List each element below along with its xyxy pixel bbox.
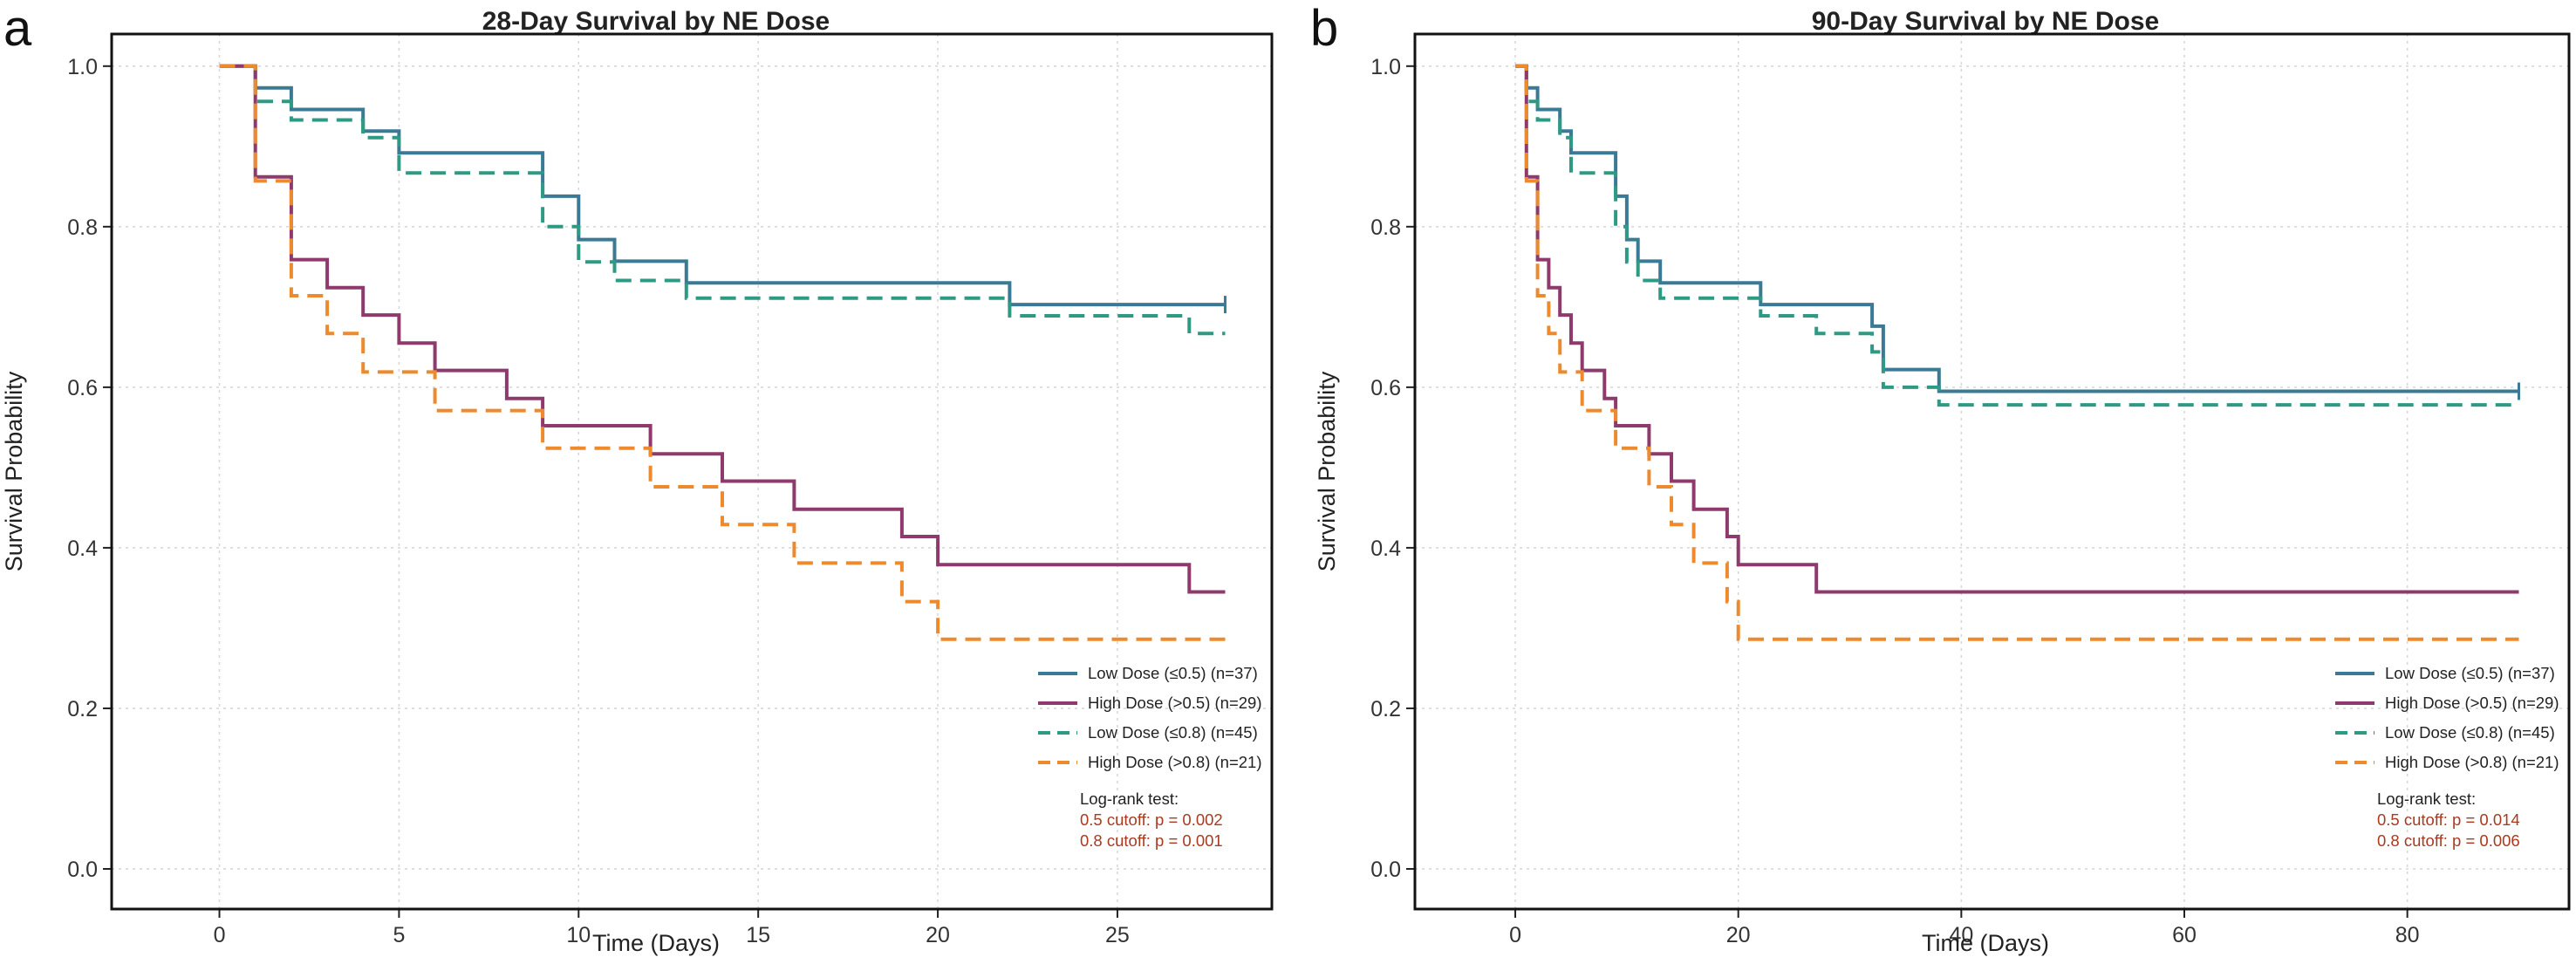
- panel-letter: a: [3, 0, 32, 57]
- x-axis-label: Time (Days): [592, 930, 720, 956]
- survival-curve-series-2: [1515, 64, 2519, 594]
- legend-label: High Dose (>0.5) (n=29): [1088, 694, 1262, 712]
- chart-title: 90-Day Survival by NE Dose: [1812, 7, 2160, 36]
- logrank-p-value: 0.5 cutoff: p = 0.014: [2377, 810, 2520, 829]
- x-axis-label: Time (Days): [1922, 930, 2049, 956]
- survival-curve-series-4: [1515, 64, 2519, 641]
- plot-frame: [1413, 32, 2571, 911]
- y-tick-label: 0.0: [1370, 858, 1401, 882]
- panel-letter: b: [1310, 0, 1338, 57]
- chart-panel-b: b 90-Day Survival by NE Dose 0 20 40 60 80 0.0 0…: [1310, 0, 2571, 956]
- survival-curve-series-3: [1515, 64, 2519, 407]
- legend-label: Low Dose (≤0.8) (n=45): [1088, 723, 1258, 742]
- logrank-p-value: 0.8 cutoff: p = 0.001: [1080, 831, 1223, 850]
- x-tick-label: 0: [1509, 923, 1521, 947]
- y-axis-label: Survival Probability: [1, 371, 27, 571]
- legend-label: High Dose (>0.8) (n=21): [2385, 753, 2559, 771]
- logrank-title: Log-rank test:: [1080, 790, 1179, 808]
- y-tick-label: 1.0: [67, 55, 98, 79]
- survival-curve-series-4: [219, 64, 1226, 641]
- y-tick-label: 0.8: [67, 215, 98, 240]
- x-tick-label: 60: [2172, 923, 2197, 947]
- y-axis-label: Survival Probability: [1314, 371, 1340, 571]
- survival-curve-series-3: [219, 64, 1226, 336]
- legend-label: Low Dose (≤0.5) (n=37): [2385, 664, 2555, 682]
- x-tick-label: 20: [1726, 923, 1751, 947]
- y-tick-label: 0.0: [67, 858, 98, 882]
- x-tick-label: 25: [1105, 923, 1130, 947]
- logrank-p-value: 0.5 cutoff: p = 0.002: [1080, 810, 1223, 829]
- x-tick-label: 5: [393, 923, 405, 947]
- legend-label: Low Dose (≤0.5) (n=37): [1088, 664, 1258, 682]
- survival-curve-series-2: [219, 64, 1226, 594]
- y-tick-label: 0.6: [1370, 376, 1401, 400]
- y-tick-label: 1.0: [1370, 55, 1401, 79]
- x-tick-label: 0: [214, 923, 226, 947]
- y-tick-label: 0.4: [67, 537, 98, 561]
- chart-panel-a: a 28-Day Survival by NE Dose 0 5 10 15 20 25 0.0…: [1, 0, 1274, 956]
- x-tick-label: 80: [2395, 923, 2420, 947]
- legend-label: High Dose (>0.5) (n=29): [2385, 694, 2559, 712]
- legend-label: Low Dose (≤0.8) (n=45): [2385, 723, 2555, 742]
- y-tick-label: 0.2: [67, 697, 98, 721]
- x-tick-label: 10: [566, 923, 591, 947]
- legend-label: High Dose (>0.8) (n=21): [1088, 753, 1262, 771]
- y-tick-label: 0.2: [1370, 697, 1401, 721]
- x-tick-label: 15: [746, 923, 770, 947]
- x-tick-label: 40: [1949, 923, 1973, 947]
- x-tick-label: 20: [926, 923, 950, 947]
- chart-title: 28-Day Survival by NE Dose: [482, 7, 830, 36]
- survival-curve-series-1: [1515, 64, 2519, 393]
- y-tick-label: 0.8: [1370, 215, 1401, 240]
- plot-frame: [110, 32, 1274, 911]
- y-tick-label: 0.6: [67, 376, 98, 400]
- y-tick-label: 0.4: [1370, 537, 1401, 561]
- logrank-p-value: 0.8 cutoff: p = 0.006: [2377, 831, 2520, 850]
- logrank-title: Log-rank test:: [2377, 790, 2476, 808]
